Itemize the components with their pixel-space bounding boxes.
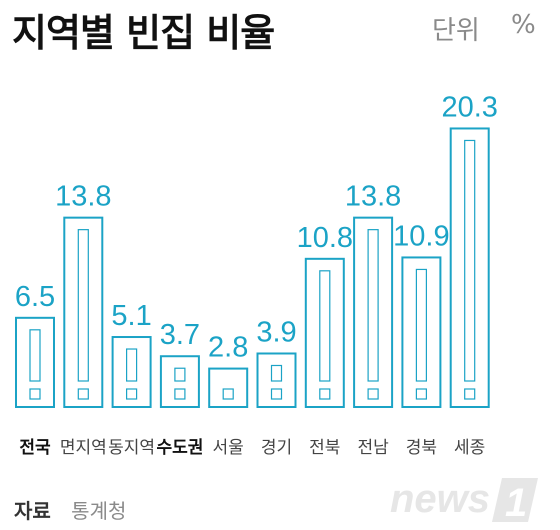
bar [449,127,490,408]
bar-inner-square [319,388,331,400]
category-label: 세종 [454,438,485,458]
bar [353,216,394,408]
bar-inner-strip [415,268,427,382]
bar-inner-strip [29,329,41,382]
source-label: 자료 [14,499,51,523]
bar [15,316,55,409]
bar-inner-square [270,388,283,400]
bar-inner-strip [125,348,138,382]
bar-inner-strip [270,364,283,382]
bar [208,367,249,408]
category-label: 전국 [19,438,51,458]
category-label: 면지역 [60,438,107,458]
bar [63,216,104,408]
bar [256,352,297,408]
news1-logo: news 1 [390,477,538,525]
category-label: 동지역 [108,438,155,458]
unit-label: 단위 [432,16,480,46]
category-label: 수도권 [156,438,203,458]
unit-symbol: % [511,10,536,40]
bar [111,336,152,408]
bar [304,257,345,409]
bar-chart: 6.5 전국 13.8 면지역 5.1 동지역 3.7 수도권 2.8 서울 3.9 경기 10.8 전북… [15,91,498,458]
bar-inner-square [222,388,234,400]
category-label: 경북 [406,438,437,458]
category-label: 경기 [261,438,292,458]
bar-inner-square [29,388,41,400]
bar-inner-square [174,388,186,400]
value-label: 13.8 [345,181,401,213]
value-label: 13.8 [55,181,111,213]
value-label: 6.5 [15,281,55,313]
bar-inner-strip [77,229,89,382]
value-label: 10.8 [297,222,353,254]
bar-inner-square [415,388,427,400]
value-label: 10.9 [393,220,449,252]
value-label: 2.8 [208,332,248,364]
page-title: 지역별 빈집 비율 [12,11,275,55]
bar-inner-square [125,388,138,400]
logo-text: news [390,477,490,521]
category-label: 서울 [213,438,244,458]
value-label: 20.3 [441,91,497,123]
category-label: 전북 [309,438,340,458]
bar-inner-strip [174,367,186,382]
bar-inner-square [367,388,379,400]
bar [401,256,442,408]
source-value: 통계청 [71,499,127,523]
bar-inner-strip [367,229,379,382]
value-label: 3.9 [256,316,296,348]
value-label: 3.7 [160,319,200,351]
bar-inner-square [77,388,89,400]
bar-inner-strip [319,270,331,382]
bar-inner-square [464,388,476,400]
value-label: 5.1 [111,300,151,332]
source-line: 자료 통계청 [14,495,126,524]
category-label: 전남 [357,438,389,458]
bar-inner-strip [464,139,476,382]
logo-mark-text: 1 [505,481,527,525]
logo-mark-shape [492,478,538,522]
